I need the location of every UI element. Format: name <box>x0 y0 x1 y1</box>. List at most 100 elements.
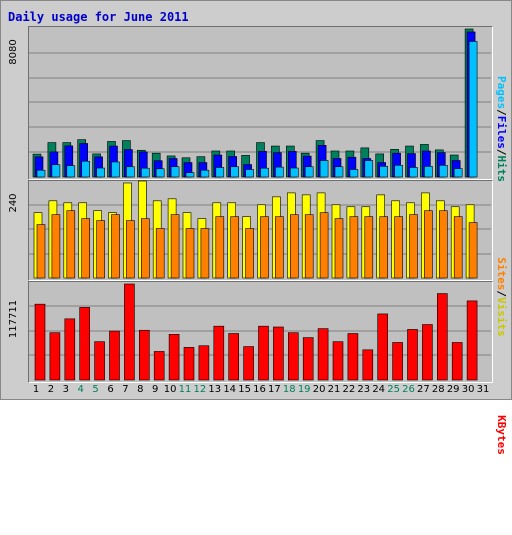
day-label-31: 31 <box>476 384 490 395</box>
day-label-9: 9 <box>152 384 159 395</box>
bar-pages-day-30 <box>468 41 478 178</box>
bar-pages-day-21 <box>334 166 344 178</box>
bar-sites-day-14 <box>230 216 239 279</box>
bar-sites-day-17 <box>275 216 284 279</box>
bar-sites-day-4 <box>81 218 90 279</box>
day-label-28: 28 <box>431 384 445 395</box>
legend-files: Files <box>495 115 508 149</box>
day-label-24: 24 <box>372 384 386 395</box>
bar-kbytes-day-26 <box>407 329 418 381</box>
bar-kbytes-day-11 <box>183 347 195 381</box>
bar-pages-day-15 <box>245 169 254 178</box>
bar-sites-day-12 <box>200 228 210 279</box>
bar-kbytes-day-14 <box>228 333 239 381</box>
bar-pages-day-24 <box>379 166 389 178</box>
day-label-11: 11 <box>178 384 192 395</box>
day-label-14: 14 <box>223 384 237 395</box>
bar-sites-day-2 <box>51 214 61 279</box>
bar-sites-day-28 <box>438 210 448 279</box>
day-label-5: 5 <box>92 384 99 395</box>
bar-pages-day-3 <box>66 165 76 178</box>
bar-kbytes-day-4 <box>79 307 90 381</box>
day-label-15: 15 <box>238 384 251 395</box>
bar-kbytes-day-8 <box>139 329 150 381</box>
bar-pages-day-22 <box>349 169 359 178</box>
day-label-26: 26 <box>402 384 415 395</box>
bar-sites-day-20 <box>319 212 329 279</box>
day-label-27: 27 <box>417 384 430 395</box>
legend-sites: Sites <box>495 257 508 291</box>
bar-sites-day-18 <box>289 214 299 279</box>
chart-frame: Daily usage for June 2011 8080 240 11771… <box>0 0 512 455</box>
day-label-7: 7 <box>122 384 129 395</box>
bar-kbytes-day-19 <box>302 337 314 381</box>
bar-sites-day-7 <box>126 220 135 279</box>
bar-sites-day-25 <box>394 216 403 279</box>
bar-pages-day-20 <box>319 160 329 178</box>
bar-sites-day-13 <box>215 216 225 279</box>
bar-sites-day-5 <box>96 220 105 279</box>
bar-pages-day-13 <box>215 167 225 178</box>
visits-y-max-label: 240 <box>8 193 19 213</box>
bar-sites-day-30 <box>468 222 478 279</box>
bar-pages-day-17 <box>275 166 284 178</box>
bar-pages-day-12 <box>200 169 210 178</box>
bar-kbytes-day-16 <box>258 325 269 381</box>
day-label-25: 25 <box>387 384 400 395</box>
bar-kbytes-day-5 <box>94 341 105 381</box>
day-label-30: 30 <box>461 384 475 395</box>
bar-sites-day-26 <box>409 214 418 279</box>
bar-sites-day-3 <box>66 210 76 279</box>
bar-kbytes-day-24 <box>377 313 389 381</box>
bar-kbytes-day-21 <box>332 341 344 381</box>
chart-title: Daily usage for June 2011 <box>8 10 189 24</box>
bar-pages-day-23 <box>364 160 374 178</box>
day-label-19: 19 <box>297 384 311 395</box>
bar-pages-day-6 <box>111 161 120 178</box>
bar-kbytes-day-20 <box>317 328 329 381</box>
bar-pages-day-19 <box>304 166 314 178</box>
bar-sites-day-21 <box>334 218 344 279</box>
day-label-1: 1 <box>32 384 40 395</box>
day-label-4: 4 <box>77 384 84 395</box>
bar-pages-day-16 <box>260 167 269 178</box>
kbytes-y-max-label: 117711 <box>8 299 19 339</box>
bar-sites-day-8 <box>141 218 150 279</box>
day-label-20: 20 <box>312 384 326 395</box>
bar-pages-day-1 <box>36 169 46 178</box>
bar-pages-day-2 <box>51 164 61 178</box>
bar-pages-day-9 <box>155 168 165 178</box>
bar-kbytes-day-13 <box>213 325 225 381</box>
bar-pages-day-25 <box>394 164 403 178</box>
legend-hits: Hits <box>495 155 508 183</box>
kbytes-legend: KBytes <box>494 335 508 535</box>
bar-sites-day-29 <box>453 216 463 279</box>
bar-pages-day-27 <box>424 166 433 178</box>
bar-sites-day-11 <box>185 228 195 279</box>
day-label-8: 8 <box>137 384 144 395</box>
bar-pages-day-10 <box>170 166 180 178</box>
bar-kbytes-day-23 <box>362 349 374 381</box>
bar-pages-day-8 <box>141 167 150 178</box>
bar-kbytes-day-3 <box>64 318 76 381</box>
bar-pages-day-11 <box>185 172 195 178</box>
chart-svg <box>29 28 491 381</box>
bar-sites-day-15 <box>245 228 254 279</box>
bar-pages-day-28 <box>438 164 448 178</box>
day-label-21: 21 <box>327 384 341 395</box>
bar-sites-day-1 <box>36 224 46 279</box>
bar-kbytes-day-15 <box>243 346 254 381</box>
bar-kbytes-day-27 <box>422 324 433 381</box>
day-label-13: 13 <box>208 384 222 395</box>
legend-visits: Visits <box>495 297 508 337</box>
bar-pages-day-14 <box>230 166 239 178</box>
bar-kbytes-day-22 <box>347 333 359 381</box>
day-label-23: 23 <box>357 384 371 395</box>
bar-kbytes-day-7 <box>124 283 135 381</box>
bar-pages-day-7 <box>126 166 135 178</box>
bar-pages-day-18 <box>289 167 299 178</box>
bar-kbytes-day-9 <box>153 351 165 381</box>
bar-pages-day-4 <box>81 160 90 178</box>
day-label-16: 16 <box>253 384 266 395</box>
bar-kbytes-day-25 <box>392 342 403 381</box>
